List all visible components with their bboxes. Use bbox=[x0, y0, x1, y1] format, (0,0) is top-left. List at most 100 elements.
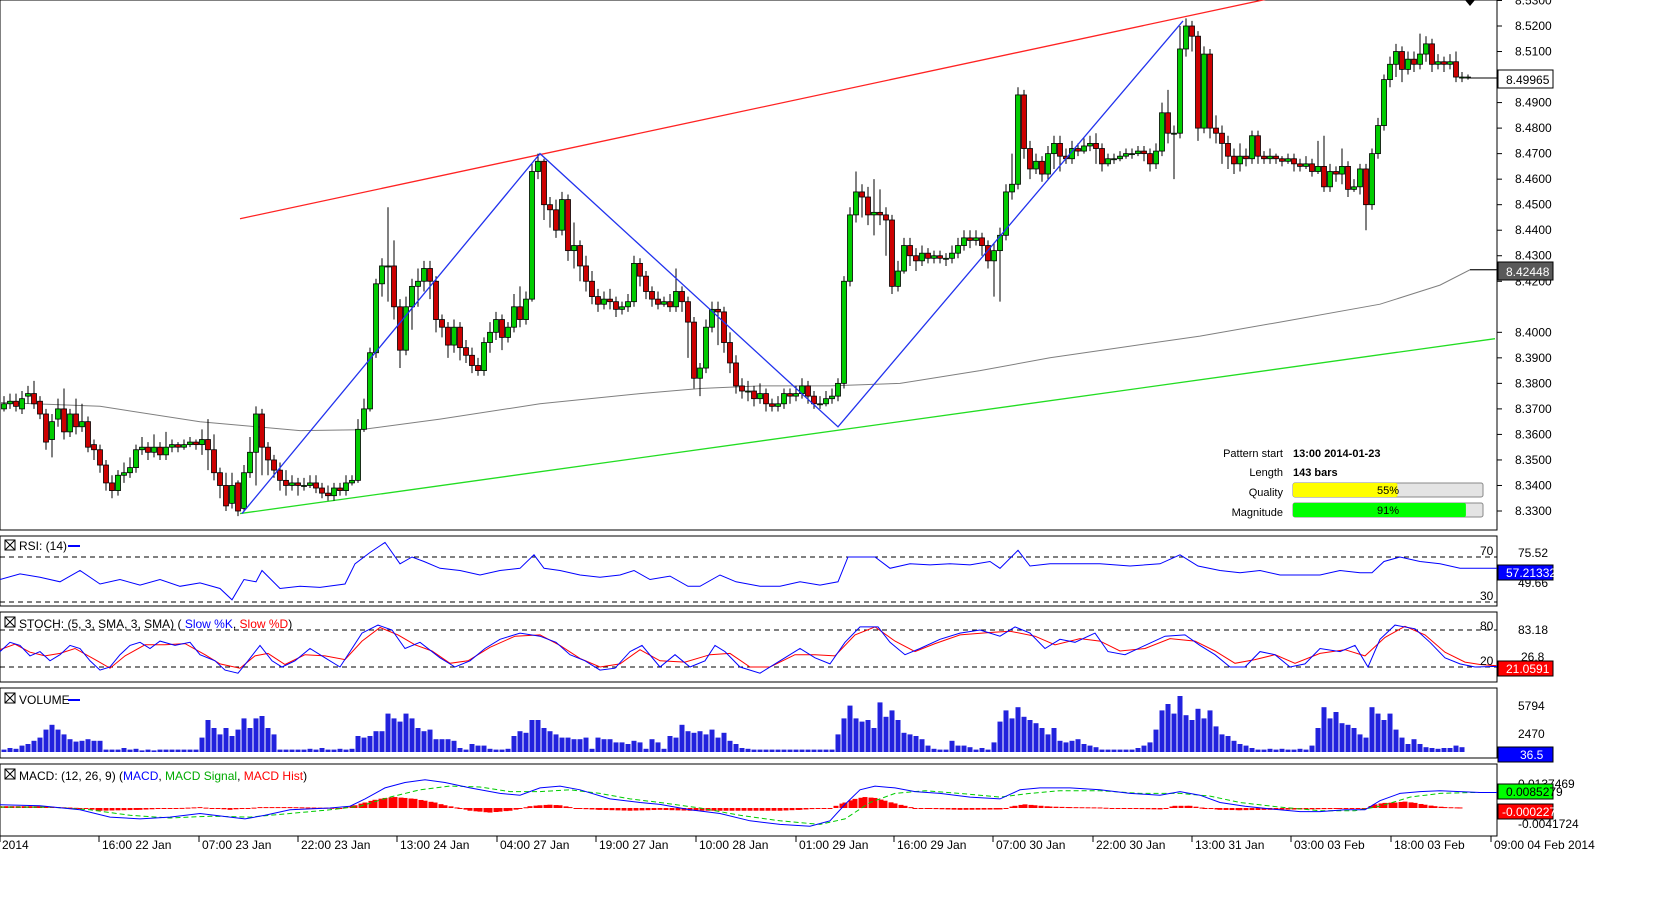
macd-hist-bar bbox=[1003, 808, 1009, 809]
macd-hist-bar bbox=[771, 808, 777, 811]
macd-title-suffix: ) bbox=[303, 769, 307, 783]
macd-hist-bar bbox=[918, 808, 924, 809]
macd-hist-bar bbox=[1145, 808, 1151, 810]
candle-body bbox=[421, 268, 427, 282]
volume-bar bbox=[463, 749, 469, 752]
volume-bar bbox=[1357, 734, 1363, 752]
candle-body bbox=[91, 444, 97, 451]
candle-body bbox=[901, 245, 907, 272]
macd-hist-bar bbox=[1151, 808, 1157, 810]
rsi-title-group[interactable]: RSI: (14) bbox=[4, 539, 80, 553]
volume-bar bbox=[31, 740, 37, 752]
volume-bar bbox=[1051, 728, 1057, 752]
volume-bar bbox=[181, 749, 187, 752]
volume-bar bbox=[343, 749, 349, 752]
macd-hist-bar bbox=[233, 808, 239, 810]
volume-bar bbox=[1093, 747, 1099, 752]
volume-bar bbox=[1339, 723, 1345, 752]
candle-body bbox=[1357, 168, 1363, 188]
stoch-k-line bbox=[0, 624, 1498, 674]
volume-axis-mid: 2470 bbox=[1518, 727, 1545, 741]
candle-body bbox=[1015, 94, 1021, 185]
volume-bar bbox=[445, 739, 451, 752]
macd-hist-bar bbox=[167, 808, 173, 809]
macd-hist-bar bbox=[633, 808, 639, 811]
candle-body bbox=[1345, 165, 1351, 190]
volume-bar bbox=[1333, 712, 1339, 752]
volume-bar bbox=[691, 732, 697, 752]
candle-body bbox=[289, 482, 295, 486]
candle-body bbox=[31, 393, 37, 405]
candle-body bbox=[817, 403, 823, 406]
stoch-current-value: 21.0591 bbox=[1506, 662, 1550, 676]
macd-title-group[interactable]: MACD: (12, 26, 9) (MACD, MACD Signal, MA… bbox=[4, 768, 307, 783]
volume-bar bbox=[961, 745, 967, 752]
moving-average-line bbox=[0, 269, 1497, 432]
macd-hist-bar bbox=[717, 808, 723, 811]
macd-hist-bar bbox=[477, 808, 483, 812]
volume-bar bbox=[1435, 748, 1441, 752]
volume-bar bbox=[955, 745, 961, 752]
stoch-title-group[interactable]: STOCH: (5, 3, SMA, 3, SMA) ( Slow %K, Sl… bbox=[4, 616, 292, 631]
macd-hist-bar bbox=[109, 808, 115, 811]
volume-title-group[interactable]: VOLUME bbox=[4, 692, 80, 707]
candle-body bbox=[145, 446, 151, 453]
time-tick-label: 19:00 27 Jan bbox=[599, 838, 668, 852]
candle-body bbox=[403, 306, 409, 351]
candle-body bbox=[1201, 53, 1207, 129]
macd-hist-bar bbox=[115, 808, 121, 811]
volume-bar bbox=[427, 729, 433, 752]
volume-bar bbox=[1243, 745, 1249, 752]
macd-hist-bar bbox=[487, 808, 493, 813]
macd-hist-bar bbox=[1398, 801, 1404, 808]
volume-bar bbox=[1111, 749, 1117, 752]
macd-hist-bar bbox=[1187, 805, 1193, 808]
macd-hist-bar bbox=[927, 808, 933, 809]
volume-bar bbox=[163, 749, 169, 752]
price-tick-label: 8.5200 bbox=[1515, 19, 1552, 33]
volume-bar bbox=[1159, 710, 1165, 752]
volume-bar bbox=[523, 732, 529, 752]
time-tick-label: 18:00 03 Feb bbox=[1394, 838, 1465, 852]
macd-hist-bar bbox=[1392, 802, 1398, 808]
macd-hist-bar bbox=[589, 808, 595, 810]
time-tick-label: 13:00 31 Jan bbox=[1195, 838, 1264, 852]
volume-bar bbox=[565, 737, 571, 752]
candle-body bbox=[523, 298, 529, 320]
rsi-axis-top: 75.52 bbox=[1518, 546, 1548, 560]
macd-hist-bar bbox=[448, 806, 454, 808]
time-tick-label: 09:00 04 Feb 2014 bbox=[1494, 838, 1595, 852]
candle-body bbox=[703, 326, 709, 369]
volume-bar bbox=[1021, 716, 1027, 752]
candle-body bbox=[1327, 171, 1333, 188]
macd-hist-bar bbox=[442, 805, 448, 808]
volume-bar bbox=[1147, 742, 1153, 752]
candle-body bbox=[493, 319, 499, 333]
volume-bar bbox=[595, 737, 601, 752]
time-tick-label: 04:00 27 Jan bbox=[500, 838, 569, 852]
candle-body bbox=[37, 400, 43, 415]
pattern-length-value: 143 bars bbox=[1293, 467, 1338, 479]
candle-body bbox=[919, 252, 925, 262]
candle-body bbox=[451, 326, 457, 346]
macd-hist-bar bbox=[412, 798, 418, 808]
macd-hist-bar bbox=[1047, 806, 1053, 808]
candle-body bbox=[481, 342, 487, 372]
macd-hist-bar bbox=[735, 808, 741, 811]
volume-bar bbox=[541, 728, 547, 752]
macd-hist-bar bbox=[912, 808, 918, 809]
macd-hist-bar bbox=[573, 808, 579, 809]
candle-body bbox=[775, 403, 781, 407]
volume-bar bbox=[1291, 749, 1297, 752]
time-tick-label: 03:00 03 Feb bbox=[1294, 838, 1365, 852]
macd-hist-bar bbox=[121, 808, 127, 811]
macd-current-value: 0.0085279 bbox=[1506, 785, 1563, 799]
macd-hist-bar bbox=[868, 797, 874, 808]
macd-hist-bar bbox=[1378, 803, 1384, 808]
volume-bar bbox=[997, 721, 1003, 752]
macd-hist-bar bbox=[161, 808, 167, 809]
macd-hist-bar bbox=[1214, 808, 1220, 810]
candle-body bbox=[1129, 153, 1135, 156]
candle-body bbox=[61, 408, 67, 433]
volume-bar bbox=[1315, 728, 1321, 752]
